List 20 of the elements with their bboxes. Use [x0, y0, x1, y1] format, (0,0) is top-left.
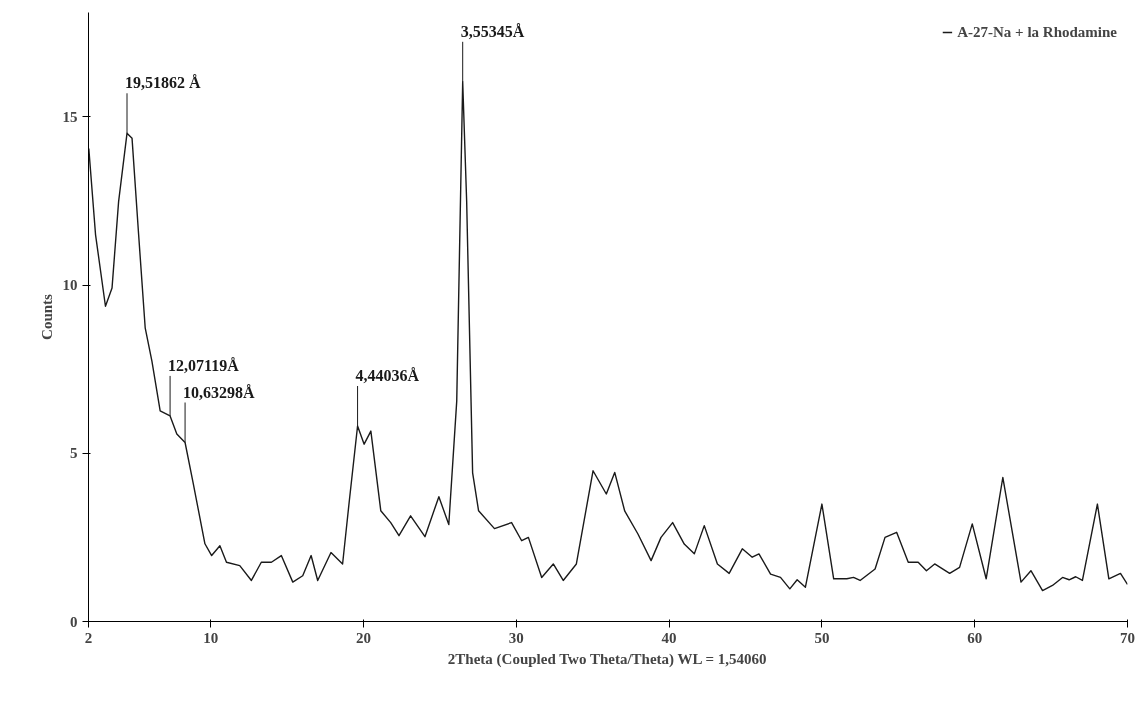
y-tick-label: 15 [62, 108, 78, 125]
annotation: 4,44036Å [355, 367, 420, 385]
x-tick-label: 70 [1120, 629, 1135, 646]
x-axis-title: 2Theta (Coupled Two Theta/Theta) WL = 1,54060 [447, 650, 767, 668]
x-tick-label: 40 [661, 629, 677, 646]
y-tick-label: 0 [70, 613, 78, 630]
y-axis-title: Counts [38, 293, 55, 340]
y-tick-label: 5 [70, 445, 78, 462]
y-tick-label: 10 [62, 277, 78, 294]
x-tick-label: 20 [356, 629, 372, 646]
annotation: 12,07119Å [168, 356, 240, 374]
annotation: 19,51862 Å [125, 74, 201, 92]
annotation: 3,55345Å [460, 22, 525, 40]
x-tick-label: 2 [84, 629, 93, 646]
legend-label: A-27-Na + la Rhodamine [957, 23, 1117, 41]
x-tick-label: 30 [508, 629, 524, 646]
annotation: 10,63298Å [183, 383, 256, 401]
x-tick-label: 50 [814, 629, 830, 646]
x-tick-label: 10 [203, 629, 219, 646]
x-tick-label: 60 [967, 629, 983, 646]
